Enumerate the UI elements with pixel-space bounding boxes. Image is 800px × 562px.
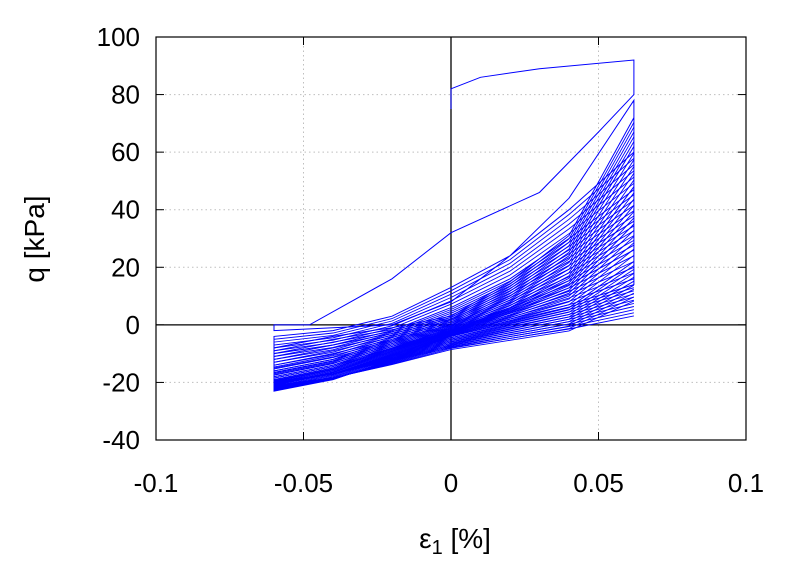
x-axis-title: ε1 [%] (419, 523, 491, 559)
y-tick-label: 60 (111, 137, 140, 167)
y-tick-label: 0 (126, 310, 140, 340)
x-tick-labels: -0.1 -0.05 0 0.05 0.1 (134, 468, 764, 498)
y-tick-label: -40 (102, 425, 140, 455)
x-tick-label: 0.1 (728, 468, 764, 498)
y-tick-label: 40 (111, 195, 140, 225)
y-tick-label: 80 (111, 80, 140, 110)
x-tick-label: -0.1 (134, 468, 179, 498)
y-tick-labels: -40 -20 0 20 40 60 80 100 (97, 22, 140, 455)
y-tick-label: -20 (102, 367, 140, 397)
x-axis-title-main: ε (419, 523, 431, 554)
x-axis-title-subscript: 1 (432, 537, 443, 559)
series-loop (273, 179, 635, 376)
data-series (273, 59, 635, 392)
x-tick-label: 0 (444, 468, 458, 498)
x-tick-label: 0.05 (573, 468, 624, 498)
y-axis-title: q [kPa] (19, 195, 50, 282)
ticks (155, 36, 747, 441)
series-loop (273, 300, 635, 386)
y-tick-label: 100 (97, 22, 140, 52)
x-tick-label: -0.05 (274, 468, 333, 498)
y-tick-label: 20 (111, 252, 140, 282)
series-layer (273, 59, 635, 392)
x-axis-title-unit: [%] (443, 523, 491, 554)
